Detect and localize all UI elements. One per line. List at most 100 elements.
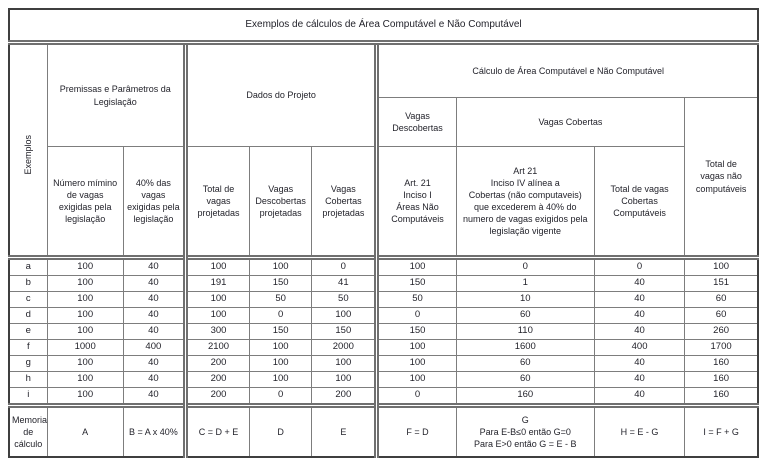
data-cell: 41 xyxy=(311,275,378,292)
table-title: Exemplos de cálculos de Área Computável … xyxy=(8,8,759,45)
group-header-dados: Dados do Projeto xyxy=(182,42,378,147)
data-cell: 100 xyxy=(311,371,378,388)
data-cell: 60 xyxy=(455,371,595,388)
data-cell: 2000 xyxy=(311,339,378,356)
data-rows: a 100 40 100 100 0 100 0 0 100 b 100 40 191 150 41 150 1 4… xyxy=(8,255,759,406)
data-cell: 100 xyxy=(374,339,457,356)
data-cell: 200 xyxy=(182,371,251,388)
memoria-formula-g: G Para E-B≤0 então G=0 Para E>0 então G … xyxy=(455,403,595,458)
data-cell: 60 xyxy=(684,291,759,308)
table-row: e 100 40 300 150 150 150 110 40 260 xyxy=(8,323,759,340)
memoria-formula-d: D xyxy=(249,403,313,458)
col-header-total-projetadas: Total de vagas projetadas xyxy=(182,146,251,258)
data-cell: 60 xyxy=(455,307,595,324)
data-cell: 160 xyxy=(684,371,759,388)
data-cell: 150 xyxy=(374,275,457,292)
column-header-row: Número mímino de vagas exigidas pela leg… xyxy=(9,146,758,258)
data-cell: 100 xyxy=(46,387,124,406)
table-row: g 100 40 200 100 100 100 60 40 160 xyxy=(8,355,759,372)
data-cell: 100 xyxy=(46,307,124,324)
data-cell: 40 xyxy=(122,371,186,388)
data-cell: 160 xyxy=(684,355,759,372)
group-header-calculo: Cálculo de Área Computável e Não Computá… xyxy=(374,42,759,98)
group-header-premissas: Premissas e Parâmetros da Legislação xyxy=(46,42,186,147)
data-cell: 60 xyxy=(684,307,759,324)
data-cell: 191 xyxy=(182,275,251,292)
data-cell: 0 xyxy=(249,387,313,406)
table-row: c 100 40 100 50 50 50 10 40 60 xyxy=(8,291,759,308)
data-cell: 200 xyxy=(311,387,378,406)
exemplos-header-cell: Exemplos xyxy=(8,42,48,258)
row-label: d xyxy=(8,307,48,324)
col-header-cobertas-projetadas: Vagas Cobertas projetadas xyxy=(311,146,378,258)
data-cell: 200 xyxy=(182,355,251,372)
data-cell: 100 xyxy=(684,255,759,276)
group-header-row: Exemplos Premissas e Parâmetros da Legis… xyxy=(8,42,759,258)
data-cell: 150 xyxy=(249,323,313,340)
row-label: f xyxy=(8,339,48,356)
row-label: a xyxy=(8,255,48,276)
data-cell: 0 xyxy=(593,255,686,276)
data-cell: 40 xyxy=(593,387,686,406)
memoria-formula-a: A xyxy=(46,403,124,458)
memoria-formula-c: C = D + E xyxy=(182,403,251,458)
data-cell: 0 xyxy=(455,255,595,276)
data-cell: 100 xyxy=(249,339,313,356)
data-cell: 0 xyxy=(374,387,457,406)
data-cell: 100 xyxy=(249,255,313,276)
calculation-table: Exemplos de cálculos de Área Computável … xyxy=(8,8,759,458)
data-cell: 1000 xyxy=(46,339,124,356)
row-label: h xyxy=(8,371,48,388)
data-cell: 100 xyxy=(46,275,124,292)
data-cell: 60 xyxy=(455,355,595,372)
data-cell: 300 xyxy=(182,323,251,340)
data-cell: 40 xyxy=(593,323,686,340)
data-cell: 100 xyxy=(249,355,313,372)
data-cell: 40 xyxy=(593,371,686,388)
col-header-total-nao-computaveis: Total de vagas não computáveis xyxy=(684,97,759,258)
data-cell: 100 xyxy=(311,307,378,324)
data-cell: 0 xyxy=(374,307,457,324)
data-cell: 1600 xyxy=(455,339,595,356)
data-cell: 50 xyxy=(311,291,378,308)
col-header-total-cobertas-computaveis: Total de vagas Cobertas Computáveis xyxy=(593,146,686,258)
data-cell: 110 xyxy=(455,323,595,340)
data-cell: 40 xyxy=(122,355,186,372)
data-cell: 40 xyxy=(122,291,186,308)
data-cell: 100 xyxy=(46,255,124,276)
data-cell: 0 xyxy=(249,307,313,324)
data-cell: 100 xyxy=(374,355,457,372)
data-cell: 40 xyxy=(593,307,686,324)
data-cell: 40 xyxy=(122,307,186,324)
data-cell: 400 xyxy=(122,339,186,356)
data-cell: 1 xyxy=(455,275,595,292)
title-row: Exemplos de cálculos de Área Computável … xyxy=(8,8,759,45)
data-cell: 400 xyxy=(593,339,686,356)
data-cell: 150 xyxy=(311,323,378,340)
data-cell: 50 xyxy=(374,291,457,308)
memoria-formula-b: B = A x 40% xyxy=(122,403,186,458)
data-cell: 40 xyxy=(593,291,686,308)
memoria-formula-e: E xyxy=(311,403,378,458)
data-cell: 100 xyxy=(46,291,124,308)
data-cell: 100 xyxy=(182,307,251,324)
data-cell: 200 xyxy=(182,387,251,406)
subgroup-header-row: Vagas Descobertas Vagas Cobertas Total d… xyxy=(9,97,759,258)
memoria-formula-f: F = D xyxy=(374,403,457,458)
row-label: g xyxy=(8,355,48,372)
col-header-numero-minimo: Número mímino de vagas exigidas pela leg… xyxy=(46,146,124,258)
data-cell: 10 xyxy=(455,291,595,308)
data-cell: 50 xyxy=(249,291,313,308)
table-row: f 1000 400 2100 100 2000 100 1600 400 1700 xyxy=(8,339,759,356)
table-row: b 100 40 191 150 41 150 1 40 151 xyxy=(8,275,759,292)
row-label: e xyxy=(8,323,48,340)
col-header-40-porcento: 40% das vagas exigidas pela legislação xyxy=(122,146,186,258)
data-cell: 40 xyxy=(593,275,686,292)
row-label: i xyxy=(8,387,48,406)
data-cell: 2100 xyxy=(182,339,251,356)
data-cell: 1700 xyxy=(684,339,759,356)
table-row: h 100 40 200 100 100 100 60 40 160 xyxy=(8,371,759,388)
data-cell: 100 xyxy=(249,371,313,388)
data-cell: 40 xyxy=(593,355,686,372)
